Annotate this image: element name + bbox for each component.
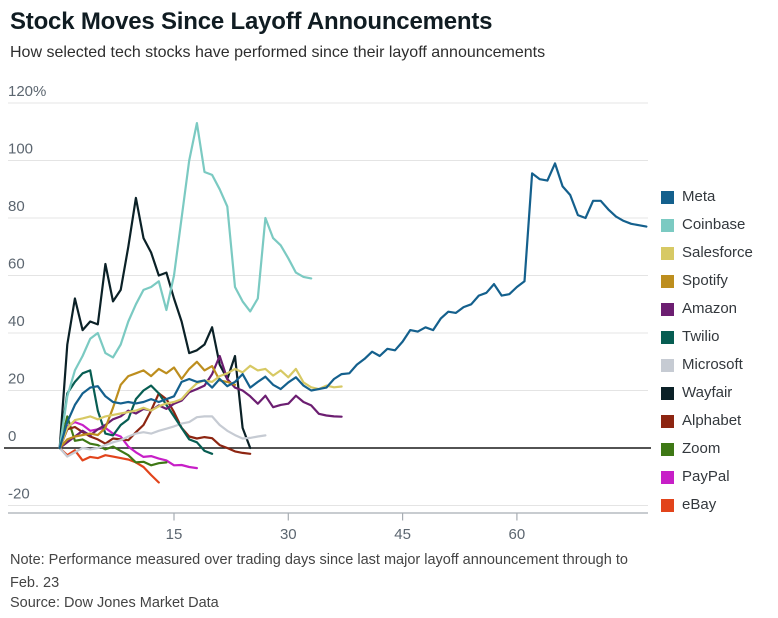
legend-label: Twilio (682, 328, 720, 345)
legend-swatch-icon (661, 330, 674, 344)
y-axis-tick-label: 20 (8, 371, 25, 388)
series-line-amazon (58, 354, 343, 450)
legend-swatch-icon (661, 442, 674, 456)
legend-item-microsoft: Microsoft (661, 356, 753, 373)
legend-label: Coinbase (682, 216, 746, 233)
series-line-zoom (58, 415, 168, 467)
legend-item-meta: Meta (661, 188, 753, 205)
y-axis-tick-label: 60 (8, 256, 25, 273)
page-title: Stock Moves Since Layoff Announcements (10, 8, 493, 35)
legend-label: eBay (682, 496, 717, 513)
x-axis-tick-label: 30 (280, 526, 297, 543)
chart-note: Note: Performance measured over trading … (10, 549, 750, 595)
legend-swatch-icon (661, 386, 674, 400)
y-axis-tick-label: 100 (8, 141, 33, 158)
legend-item-salesforce: Salesforce (661, 244, 753, 261)
legend-swatch-icon (661, 498, 674, 512)
legend-item-amazon: Amazon (661, 300, 753, 317)
y-axis-tick-label: 80 (8, 198, 25, 215)
legend-item-ebay: eBay (661, 496, 753, 513)
note-line-2: Feb. 23 (10, 575, 60, 591)
series-line-spotify (58, 360, 237, 450)
legend-label: Wayfair (682, 384, 733, 401)
page-subtitle: How selected tech stocks have performed … (10, 44, 546, 61)
y-axis-tick-label: 0 (8, 428, 16, 445)
legend-label: Amazon (682, 300, 738, 317)
legend-item-alphabet: Alphabet (661, 412, 753, 429)
legend-swatch-icon (661, 274, 674, 288)
note-line-1: Note: Performance measured over trading … (10, 552, 628, 568)
legend-swatch-icon (661, 218, 674, 232)
series-line-paypal (58, 421, 198, 470)
y-axis-tick-label: -20 (8, 486, 30, 503)
legend-item-zoom: Zoom (661, 440, 753, 457)
series-line-meta (58, 162, 648, 450)
legend-label: PayPal (682, 468, 730, 485)
series-line-alphabet (58, 392, 252, 455)
legend-label: Zoom (682, 440, 721, 457)
legend-label: Spotify (682, 272, 728, 289)
chart-source: Source: Dow Jones Market Data (10, 595, 219, 611)
legend-item-wayfair: Wayfair (661, 384, 753, 401)
legend-swatch-icon (661, 470, 674, 484)
legend-swatch-icon (661, 190, 674, 204)
legend-swatch-icon (661, 414, 674, 428)
series-line-wayfair (58, 196, 252, 450)
legend-swatch-icon (661, 302, 674, 316)
x-axis-tick-label: 60 (509, 526, 526, 543)
legend-swatch-icon (661, 246, 674, 260)
legend-item-spotify: Spotify (661, 272, 753, 289)
legend-item-twilio: Twilio (661, 328, 753, 345)
legend-item-coinbase: Coinbase (661, 216, 753, 233)
legend-item-paypal: PayPal (661, 468, 753, 485)
series-line-twilio (58, 369, 214, 455)
line-chart-plot: 120% 100 80 60 40 20 0 -20 15 30 45 60 (4, 83, 651, 543)
legend-swatch-icon (661, 358, 674, 372)
legend-label: Meta (682, 188, 716, 205)
series-line-coinbase (58, 121, 313, 450)
legend-label: Salesforce (682, 244, 753, 261)
legend-label: Microsoft (682, 356, 743, 373)
series-line-microsoft (58, 415, 267, 458)
series-line-salesforce (58, 364, 343, 450)
x-axis-tick-label: 45 (394, 526, 411, 543)
chart-legend: Meta Coinbase Salesforce Spotify Amazon Twili… (661, 188, 753, 513)
x-axis-tick-label: 15 (166, 526, 183, 543)
y-axis-tick-label: 40 (8, 313, 25, 330)
legend-label: Alphabet (682, 412, 742, 429)
y-axis-tick-label: 120% (8, 83, 46, 100)
